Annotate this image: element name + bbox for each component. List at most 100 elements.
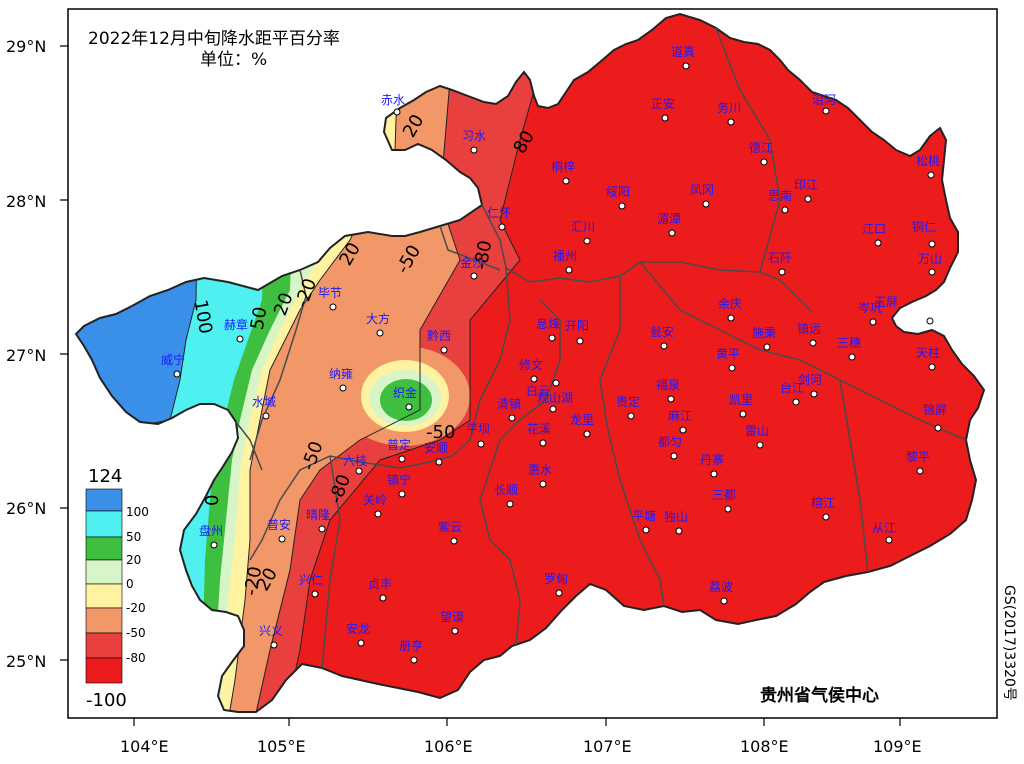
city-label: 赫章	[224, 317, 248, 332]
city-label: 清镇	[497, 397, 521, 411]
city-label: 天柱	[916, 345, 940, 360]
city-label: 凤冈	[690, 183, 714, 197]
city-label: 从江	[872, 521, 896, 535]
legend-swatch-minus20-0	[85, 583, 123, 609]
city-label: 石阡	[768, 250, 792, 265]
prefecture-boundaries	[235, 27, 967, 669]
city-label: 平坝	[466, 422, 490, 436]
city-label: 桐梓	[551, 159, 575, 174]
legend-tick: 20	[126, 553, 141, 567]
city-label: 贵定	[616, 394, 640, 409]
province-boundary	[74, 12, 986, 713]
lon-label-108: 108°E	[740, 737, 789, 756]
city-label: 望谟	[440, 610, 464, 624]
city-label: 惠水	[528, 463, 552, 477]
city-label: 镇宁	[387, 472, 411, 487]
city-label: 剑河	[798, 372, 822, 387]
legend-tick: -80	[126, 651, 146, 665]
city-label: 纳雍	[329, 366, 353, 381]
city-label: 开阳	[565, 319, 589, 333]
city-label: 兴仁	[299, 573, 323, 587]
city-label: 三穗	[837, 336, 861, 350]
city-label: 湄潭	[657, 212, 681, 226]
city-labels: 赤水 习水 道真 正安 务川 沿河 桐梓 绥阳 凤冈 德江 印江 松桃 仁怀 汇…	[161, 45, 947, 653]
city-markers	[173, 62, 942, 664]
contour-label: -20	[240, 565, 266, 598]
city-label: 玉屏	[874, 295, 898, 309]
city-label: 锦屏	[923, 403, 947, 417]
approval-number: GS(2017)3320号	[1001, 585, 1017, 701]
city-label: 修文	[519, 357, 543, 372]
city-label: 贞丰	[368, 577, 392, 591]
city-label: 黔西	[427, 328, 451, 343]
map-unit: 单位：%	[200, 50, 267, 70]
contour-label: 50	[247, 305, 272, 331]
city-label: 赤水	[381, 93, 405, 107]
legend-tick: 50	[126, 530, 141, 544]
lon-label-107: 107°E	[583, 737, 632, 756]
contour-label: 0	[202, 495, 223, 506]
city-label: 册亨	[399, 638, 423, 653]
lon-label-106: 106°E	[424, 737, 473, 756]
legend-swatch-minus50-minus20	[85, 607, 123, 634]
city-label: 镇远	[797, 322, 821, 336]
city-label: 毕节	[318, 286, 342, 300]
city-label: 福泉	[656, 377, 680, 392]
lat-label-25: 25°N	[6, 652, 46, 671]
city-label: 普定	[387, 437, 411, 452]
legend-top-value: 124	[88, 466, 122, 487]
lon-label-105: 105°E	[257, 737, 306, 756]
city-label: 平塘	[632, 508, 656, 523]
credit-text: 贵州省气侯中心	[760, 685, 879, 706]
city-label: 盘州	[199, 523, 223, 538]
city-label: 德江	[749, 140, 773, 155]
city-label: 松桃	[916, 153, 940, 168]
contour-label: -50	[426, 422, 455, 443]
city-label: 观山湖	[537, 390, 573, 405]
city-label: 印江	[794, 178, 818, 192]
city-label: 榕江	[811, 495, 835, 510]
city-label: 凯里	[729, 393, 753, 407]
city-label: 龙里	[570, 413, 594, 427]
city-label: 黄平	[716, 347, 740, 361]
city-label: 罗甸	[544, 572, 568, 586]
legend: 124 100 50 20 0 -20 -50 -80 -100	[85, 466, 149, 711]
legend-tick: -20	[126, 601, 146, 615]
city-label: 三都	[712, 488, 736, 502]
city-label: 习水	[462, 129, 486, 143]
legend-tick: -50	[126, 626, 146, 640]
city-label: 大方	[366, 311, 390, 326]
legend-tick: 0	[126, 577, 134, 591]
city-label: 息烽	[536, 316, 560, 331]
legend-swatch-minus80-minus50	[85, 632, 123, 659]
city-label: 六枝	[343, 453, 367, 468]
lat-label-26: 26°N	[6, 499, 46, 518]
city-label: 独山	[664, 510, 688, 524]
city-label: 瓮安	[650, 324, 674, 339]
city-label: 道真	[671, 45, 695, 59]
lat-label-28: 28°N	[6, 192, 46, 211]
city-label: 紫云	[438, 520, 462, 534]
city-label: 播州	[553, 249, 577, 263]
legend-swatch-above-100	[85, 488, 123, 512]
city-label: 雷山	[745, 424, 769, 438]
city-label: 织金	[393, 385, 417, 400]
city-label: 荔波	[709, 580, 733, 594]
legend-tick: 100	[126, 505, 149, 519]
city-label: 晴隆	[306, 507, 330, 522]
city-label: 花溪	[527, 421, 551, 436]
legend-swatch-50-100	[85, 510, 123, 538]
city-label: 江口	[862, 222, 886, 236]
legend-swatch-0-20	[85, 559, 123, 585]
city-label: 白云	[526, 383, 550, 398]
city-label: 关岭	[363, 493, 387, 507]
contour-label: -80	[470, 239, 496, 272]
city-label: 安龙	[346, 621, 370, 636]
city-label: 长顺	[494, 483, 518, 497]
city-label: 绥阳	[606, 185, 630, 199]
city-label: 威宁	[161, 352, 185, 367]
lat-axis: 29°N 28°N 27°N 26°N 25°N	[6, 37, 68, 671]
lat-label-29: 29°N	[6, 37, 46, 56]
city-label: 安顺	[424, 440, 448, 455]
